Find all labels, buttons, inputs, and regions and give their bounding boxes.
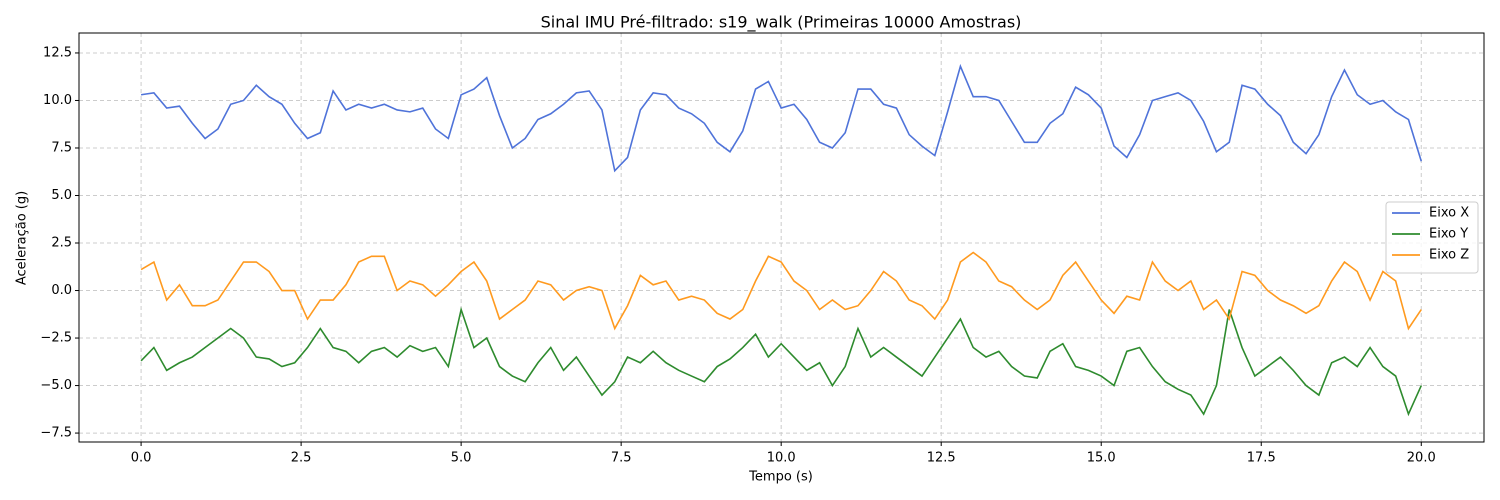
x-tick-label: 15.0 [1087, 451, 1116, 466]
y-tick-label: 5.0 [51, 188, 72, 203]
legend-label: Eixo Y [1429, 227, 1468, 242]
x-tick-label: 17.5 [1247, 451, 1276, 466]
series-line [140, 306, 1422, 417]
series-line [140, 63, 1423, 173]
x-tick-label: 20.0 [1407, 451, 1436, 466]
plot-frame [78, 32, 1485, 443]
x-axis-label: Tempo (s) [748, 470, 813, 485]
legend-label: Eixo Z [1429, 248, 1469, 263]
x-tick-label: 7.5 [611, 451, 632, 466]
series-line [140, 251, 1422, 331]
y-tick-label: −7.5 [40, 426, 72, 441]
y-tick-label: 7.5 [51, 140, 72, 155]
y-tick-label: −5.0 [40, 378, 72, 393]
x-tick-label: 5.0 [451, 451, 472, 466]
x-tick-label: 0.0 [131, 451, 152, 466]
y-axis-label: Aceleração (g) [15, 191, 30, 285]
x-tick-label: 10.0 [767, 451, 796, 466]
legend-label: Eixo X [1429, 206, 1469, 221]
y-tick-label: 12.5 [43, 45, 72, 60]
y-tick-label: 2.5 [51, 236, 72, 251]
x-tick-label: 2.5 [291, 451, 312, 466]
y-tick-label: 10.0 [43, 93, 72, 108]
x-tick-label: 12.5 [927, 451, 956, 466]
y-tick-label: 0.0 [51, 283, 72, 298]
chart-title: Sinal IMU Pré-filtrado: s19_walk (Primei… [541, 13, 1022, 33]
y-tick-label: −2.5 [40, 331, 72, 346]
